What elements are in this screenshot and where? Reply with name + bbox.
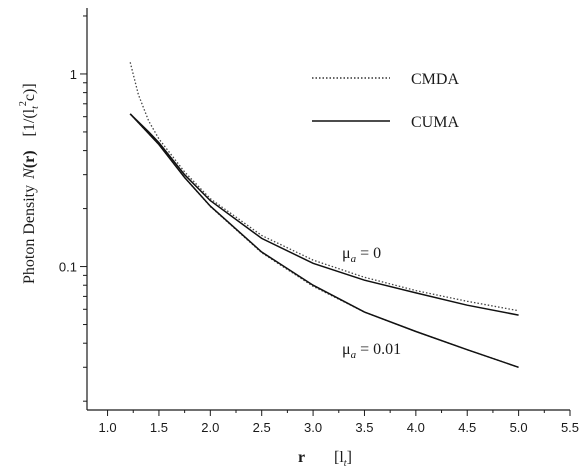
- y-axis-unit-close: c)]: [21, 83, 38, 101]
- legend-label-cuma: CUMA: [411, 114, 459, 131]
- series-line-cuma-a-0: [129, 113, 519, 316]
- x-tick-label: 1.0: [99, 420, 117, 435]
- x-tick-label: 5.0: [510, 420, 528, 435]
- x-tick-label: 1.5: [150, 420, 168, 435]
- x-tick-label: 4.0: [407, 420, 425, 435]
- annotation-mu-sub: a: [351, 253, 357, 265]
- annotation-mua-001: μa = 0.01: [342, 341, 401, 361]
- x-axis-label: r [lt]: [298, 449, 352, 469]
- annotation-mu-sub: a: [351, 349, 357, 361]
- x-tick-label: 3.0: [304, 420, 322, 435]
- y-tick-label: 0.1: [59, 260, 77, 275]
- x-axis-unit-close: ]: [347, 449, 352, 466]
- series-line-cmda-a-0-01: [129, 113, 519, 368]
- x-tick-label: 2.0: [201, 420, 219, 435]
- legend-label-cmda: CMDA: [411, 71, 459, 88]
- y-axis-title: Photon Density: [21, 185, 38, 284]
- annotation-mu-symbol: μ: [342, 245, 351, 262]
- legend: CMDA CUMA: [312, 71, 459, 131]
- svg-text:Photon DensityN(r)[1/(lt2c)]: Photon Density N(r) [1/(lt2c)]: [18, 83, 41, 284]
- annotation-mua-001-value: = 0.01: [356, 341, 401, 358]
- annotation-mua-0: μa = 0: [342, 245, 381, 265]
- svg-text:μa = 0.01: μa = 0.01: [342, 341, 401, 361]
- series-line-cuma-a-0-01: [129, 113, 519, 369]
- svg-text:μa = 0: μa = 0: [342, 245, 381, 265]
- annotation-mua-0-value: = 0: [356, 245, 381, 262]
- x-tick-label: 5.5: [561, 420, 579, 435]
- x-axis-symbol: r: [298, 449, 305, 466]
- y-axis-symbol: N: [21, 167, 38, 180]
- annotation-mu-symbol: μ: [342, 341, 351, 358]
- y-tick-group: 0.11: [59, 15, 87, 402]
- series-group: [129, 62, 519, 369]
- y-axis-label: Photon Density N(r) [1/(lt2c)]: [18, 83, 41, 284]
- x-axis-unit-open: [l: [334, 449, 344, 466]
- series-line-cmda-a-0: [129, 62, 519, 312]
- x-tick-label: 3.5: [355, 420, 373, 435]
- plot-axes: [86, 8, 570, 411]
- x-tick-group: 1.0 1.5 2.0 2.5 3.0 3.5 4.0 4.5 5.0 5.5: [99, 410, 579, 435]
- x-tick-label: 4.5: [458, 420, 476, 435]
- x-axis-unit-sub: t: [344, 458, 347, 469]
- y-axis-arg: (r): [21, 150, 38, 168]
- y-tick-label: 1: [70, 67, 77, 82]
- y-axis-unit-open: [1/(l: [21, 108, 38, 136]
- y-axis-unit-sub: t: [30, 106, 41, 109]
- x-tick-label: 2.5: [253, 420, 271, 435]
- y-axis-unit-sup: 2: [18, 101, 29, 106]
- svg-text:[lt]: [lt]: [334, 449, 352, 469]
